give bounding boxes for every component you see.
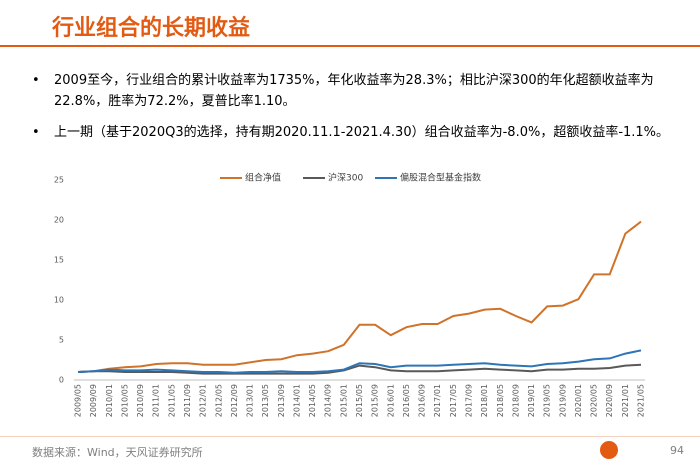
slide-title: 行业组合的长期收益: [52, 16, 251, 41]
page-number: 94: [670, 444, 684, 457]
x-tick-label: 2013/09: [277, 384, 286, 417]
x-tick-label: 2012/09: [230, 384, 239, 417]
bullet: • 上一期（基于2020Q3的选择，持有期2020.11.1-2021.4.30）…: [32, 122, 674, 143]
x-tick-label: 2014/01: [292, 384, 301, 417]
x-tick-label: 2018/09: [511, 384, 520, 417]
logo: [600, 441, 618, 459]
x-tick-label: 2016/05: [402, 384, 411, 417]
bullet-text: 2009至今，行业组合的累计收益率为1735%，年化收益率为28.3%；相比沪深…: [54, 73, 654, 109]
x-tick-label: 2015/01: [339, 384, 348, 417]
x-tick-label: 2015/05: [355, 384, 364, 417]
x-tick-label: 2019/09: [558, 384, 567, 417]
x-tick-label: 2013/05: [261, 384, 270, 417]
y-tick-label: 20: [54, 216, 64, 225]
legend-label: 组合净值: [245, 172, 281, 184]
x-tick-label: 2010/01: [105, 384, 114, 417]
x-tick-label: 2017/05: [449, 384, 458, 417]
x-tick-label: 2021/01: [621, 384, 630, 417]
footer-rule: [0, 436, 700, 437]
x-tick-label: 2012/05: [214, 384, 223, 417]
y-tick-label: 0: [59, 376, 64, 385]
x-tick-label: 2015/09: [371, 384, 380, 417]
x-tick-label: 2014/05: [308, 384, 317, 417]
x-tick-label: 2016/01: [386, 384, 395, 417]
series-line: [77, 220, 642, 373]
x-tick-label: 2019/05: [543, 384, 552, 417]
title-rule: [0, 45, 700, 47]
x-tick-label: 2020/01: [574, 384, 583, 417]
x-tick-label: 2018/05: [496, 384, 505, 417]
x-tick-label: 2009/05: [74, 384, 83, 417]
x-tick-label: 2011/05: [167, 384, 176, 417]
y-tick-label: 5: [59, 336, 64, 345]
chart: 0 5 10 15 20 25 2009/05 2009/09 2010/01 2010/05 20…: [54, 172, 646, 418]
x-tick-label: 2018/01: [480, 384, 489, 417]
legend-label: 沪深300: [328, 172, 363, 184]
x-tick-label: 2019/01: [527, 384, 536, 417]
series-line: [77, 349, 642, 374]
x-tick-label: 2014/09: [324, 384, 333, 417]
x-tick-label: 2017/01: [433, 384, 442, 417]
x-tick-label: 2010/05: [120, 384, 129, 417]
x-tick-label: 2013/01: [246, 384, 255, 417]
y-tick-label: 10: [54, 296, 64, 305]
source-note: 数据来源：Wind，天风证券研究所: [32, 446, 203, 459]
bullet: • 2009至今，行业组合的累计收益率为1735%，年化收益率为28.3%；相比沪…: [32, 70, 674, 112]
series-line: [77, 363, 642, 375]
legend-label: 偏股混合型基金指数: [400, 172, 481, 184]
x-tick-label: 2017/09: [464, 384, 473, 417]
x-tick-label: 2009/09: [89, 384, 98, 417]
x-tick-label: 2011/01: [152, 384, 161, 417]
y-tick-label: 15: [54, 256, 64, 265]
x-tick-label: 2020/09: [605, 384, 614, 417]
bullet-text: 上一期（基于2020Q3的选择，持有期2020.11.1-2021.4.30）组…: [54, 125, 670, 140]
x-tick-label: 2011/09: [183, 384, 192, 417]
x-tick-label: 2010/09: [136, 384, 145, 417]
y-tick-label: 25: [54, 176, 64, 185]
x-tick-label: 2012/01: [199, 384, 208, 417]
x-tick-label: 2016/09: [418, 384, 427, 417]
x-tick-label: 2020/05: [590, 384, 599, 417]
x-tick-label: 2021/05: [637, 384, 646, 417]
